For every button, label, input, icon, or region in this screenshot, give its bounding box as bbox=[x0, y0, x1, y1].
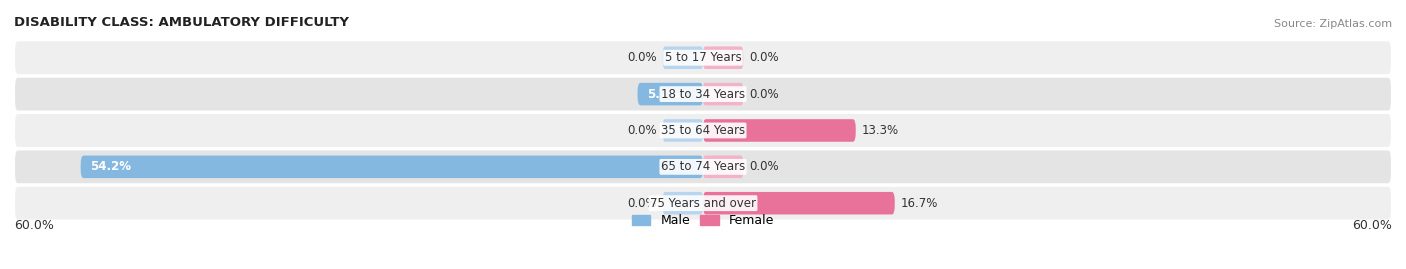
Text: 5.7%: 5.7% bbox=[647, 88, 679, 101]
Legend: Male, Female: Male, Female bbox=[627, 209, 779, 232]
FancyBboxPatch shape bbox=[662, 47, 703, 69]
Text: 60.0%: 60.0% bbox=[14, 219, 53, 232]
Text: 65 to 74 Years: 65 to 74 Years bbox=[661, 160, 745, 173]
FancyBboxPatch shape bbox=[14, 113, 1392, 148]
FancyBboxPatch shape bbox=[14, 77, 1392, 112]
Text: 54.2%: 54.2% bbox=[90, 160, 131, 173]
Text: 16.7%: 16.7% bbox=[900, 197, 938, 210]
FancyBboxPatch shape bbox=[703, 155, 744, 178]
Text: 13.3%: 13.3% bbox=[862, 124, 898, 137]
FancyBboxPatch shape bbox=[703, 47, 744, 69]
Text: 0.0%: 0.0% bbox=[627, 51, 657, 64]
FancyBboxPatch shape bbox=[637, 83, 703, 105]
Text: 18 to 34 Years: 18 to 34 Years bbox=[661, 88, 745, 101]
Text: 60.0%: 60.0% bbox=[1353, 219, 1392, 232]
FancyBboxPatch shape bbox=[14, 186, 1392, 221]
FancyBboxPatch shape bbox=[80, 155, 703, 178]
FancyBboxPatch shape bbox=[14, 40, 1392, 75]
Text: DISABILITY CLASS: AMBULATORY DIFFICULTY: DISABILITY CLASS: AMBULATORY DIFFICULTY bbox=[14, 16, 349, 29]
Text: 75 Years and over: 75 Years and over bbox=[650, 197, 756, 210]
FancyBboxPatch shape bbox=[703, 119, 856, 142]
Text: 0.0%: 0.0% bbox=[749, 51, 779, 64]
Text: 0.0%: 0.0% bbox=[749, 88, 779, 101]
FancyBboxPatch shape bbox=[662, 119, 703, 142]
FancyBboxPatch shape bbox=[662, 192, 703, 214]
FancyBboxPatch shape bbox=[14, 149, 1392, 184]
Text: 5 to 17 Years: 5 to 17 Years bbox=[665, 51, 741, 64]
Text: 35 to 64 Years: 35 to 64 Years bbox=[661, 124, 745, 137]
Text: 0.0%: 0.0% bbox=[627, 197, 657, 210]
FancyBboxPatch shape bbox=[703, 192, 894, 214]
Text: 0.0%: 0.0% bbox=[627, 124, 657, 137]
Text: 0.0%: 0.0% bbox=[749, 160, 779, 173]
FancyBboxPatch shape bbox=[703, 83, 744, 105]
Text: Source: ZipAtlas.com: Source: ZipAtlas.com bbox=[1274, 19, 1392, 29]
